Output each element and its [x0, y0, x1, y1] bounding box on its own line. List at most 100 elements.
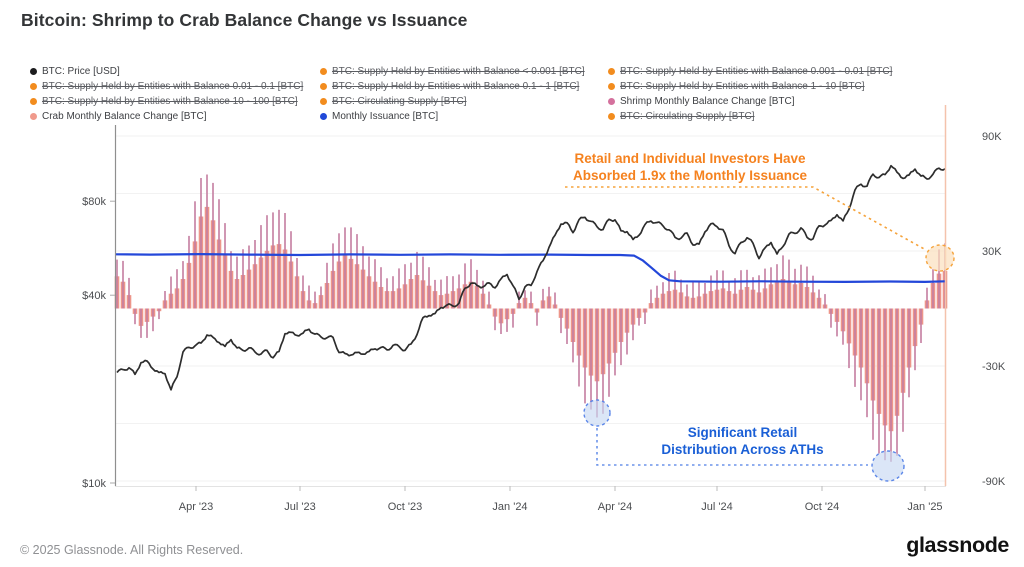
x-axis-label: Apr '24 — [598, 501, 633, 513]
shrimp-bar — [398, 268, 400, 309]
shrimp-bar — [314, 291, 316, 309]
legend-label: Crab Monthly Balance Change [BTC] — [42, 111, 207, 122]
legend-dot-icon — [608, 68, 615, 75]
shrimp-bar — [272, 212, 274, 309]
shrimp-bar — [440, 279, 442, 309]
legend-dot-icon — [30, 98, 37, 105]
right-axis-label: 90K — [982, 131, 1002, 143]
legend-item[interactable]: BTC: Supply Held by Entities with Balanc… — [320, 64, 608, 79]
shrimp-bar — [506, 308, 508, 332]
shrimp-bar — [512, 308, 514, 328]
shrimp-bar — [548, 286, 550, 309]
shrimp-bar — [746, 269, 748, 309]
left-axis-label: $40k — [82, 290, 106, 302]
shrimp-bar — [764, 268, 766, 309]
shrimp-bar — [260, 225, 262, 309]
annotation-absorbed-issuance: Retail and Individual Investors Have Abs… — [545, 150, 835, 184]
shrimp-bar — [350, 227, 352, 309]
shrimp-bar — [578, 308, 580, 387]
shrimp-bar — [692, 282, 694, 309]
left-axis-label: $80k — [82, 196, 106, 208]
shrimp-bar — [848, 308, 850, 369]
shrimp-bar — [176, 269, 178, 309]
shrimp-bar — [536, 308, 538, 326]
legend-item[interactable]: Shrimp Monthly Balance Change [BTC] — [608, 94, 1005, 109]
legend-item[interactable]: BTC: Supply Held by Entities with Balanc… — [608, 79, 1005, 94]
shrimp-bar — [752, 277, 754, 309]
shrimp-bar — [878, 308, 880, 454]
shrimp-bar — [914, 308, 916, 371]
shrimp-bar — [308, 285, 310, 309]
shrimp-bar — [152, 308, 154, 332]
annotation-line: Absorbed 1.9x the Monthly Issuance — [572, 168, 808, 183]
legend-dot-icon — [30, 83, 37, 90]
annotation-blue-connector — [596, 428, 868, 466]
shrimp-bar — [182, 261, 184, 309]
shrimp-bar — [158, 308, 160, 320]
shrimp-bar — [122, 260, 124, 309]
shrimp-bar — [638, 308, 640, 326]
legend-item[interactable]: BTC: Supply Held by Entities with Balanc… — [30, 79, 320, 94]
legend-item[interactable]: BTC: Circulating Supply [BTC] — [320, 94, 608, 109]
shrimp-bar — [404, 264, 406, 309]
legend-item[interactable]: Crab Monthly Balance Change [BTC] — [30, 109, 320, 124]
shrimp-bar — [704, 283, 706, 309]
shrimp-bar — [344, 227, 346, 309]
shrimp-bar — [296, 258, 298, 309]
shrimp-bar — [326, 262, 328, 309]
shrimp-bar — [800, 264, 802, 309]
shrimp-bar — [500, 308, 502, 334]
shrimp-bar — [290, 231, 292, 309]
shrimp-bar — [560, 308, 562, 334]
shrimp-bar — [446, 276, 448, 309]
legend-item[interactable]: BTC: Price [USD] — [30, 64, 320, 79]
shrimp-bar — [542, 288, 544, 309]
shrimp-bar — [452, 276, 454, 309]
shrimp-bar — [656, 285, 658, 309]
legend-item[interactable]: BTC: Supply Held by Entities with Balanc… — [608, 64, 1005, 79]
highlight-circle-distribution — [871, 450, 905, 482]
shrimp-bar — [284, 213, 286, 309]
legend-label: BTC: Supply Held by Entities with Balanc… — [332, 66, 585, 77]
x-axis-label: Oct '24 — [805, 501, 840, 513]
shrimp-bar — [650, 289, 652, 309]
shrimp-bar — [686, 284, 688, 309]
page-title: Bitcoin: Shrimp to Crab Balance Change v… — [21, 10, 468, 30]
right-axis-label: 30K — [982, 246, 1002, 258]
shrimp-bar — [758, 275, 760, 309]
shrimp-bar — [854, 308, 856, 387]
shrimp-bar — [926, 287, 928, 309]
shrimp-bar — [224, 223, 226, 309]
legend-label: BTC: Price [USD] — [42, 66, 120, 77]
legend-item[interactable]: BTC: Supply Held by Entities with Balanc… — [320, 79, 608, 94]
annotation-orange-connector — [565, 186, 927, 251]
legend-item[interactable]: BTC: Circulating Supply [BTC] — [608, 109, 1005, 124]
glassnode-logo: glassnode — [906, 533, 1009, 557]
legend-label: BTC: Supply Held by Entities with Balanc… — [332, 81, 580, 92]
legend-item[interactable]: Monthly Issuance [BTC] — [320, 109, 608, 124]
shrimp-bar — [572, 308, 574, 363]
shrimp-bar — [476, 269, 478, 309]
shrimp-bar — [278, 209, 280, 309]
shrimp-bar — [872, 308, 874, 440]
shrimp-bar — [740, 270, 742, 309]
shrimp-bar — [134, 308, 136, 325]
shrimp-bar — [734, 278, 736, 309]
shrimp-bar — [368, 256, 370, 309]
x-axis-label: Jul '23 — [284, 501, 315, 513]
shrimp-bar — [170, 276, 172, 309]
shrimp-bar — [530, 291, 532, 309]
shrimp-bar — [386, 278, 388, 309]
legend-item[interactable]: BTC: Supply Held by Entities with Balanc… — [30, 94, 320, 109]
shrimp-bar — [494, 308, 496, 331]
shrimp-bar — [392, 276, 394, 309]
shrimp-bar — [614, 308, 616, 376]
shrimp-bar — [716, 270, 718, 309]
shrimp-bar — [230, 251, 232, 309]
shrimp-bar — [254, 240, 256, 309]
legend-dot-icon — [608, 98, 615, 105]
shrimp-bar — [860, 308, 862, 401]
shrimp-bar — [812, 275, 814, 309]
shrimp-bar — [458, 274, 460, 309]
